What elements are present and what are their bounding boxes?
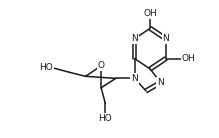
Text: N: N (162, 34, 169, 43)
Text: HO: HO (39, 63, 53, 72)
Text: N: N (157, 78, 164, 87)
Text: OH: OH (182, 54, 195, 63)
Text: OH: OH (143, 9, 157, 18)
Text: HO: HO (99, 114, 112, 123)
Text: N: N (131, 74, 138, 83)
Text: O: O (98, 61, 105, 70)
Text: N: N (131, 34, 138, 43)
